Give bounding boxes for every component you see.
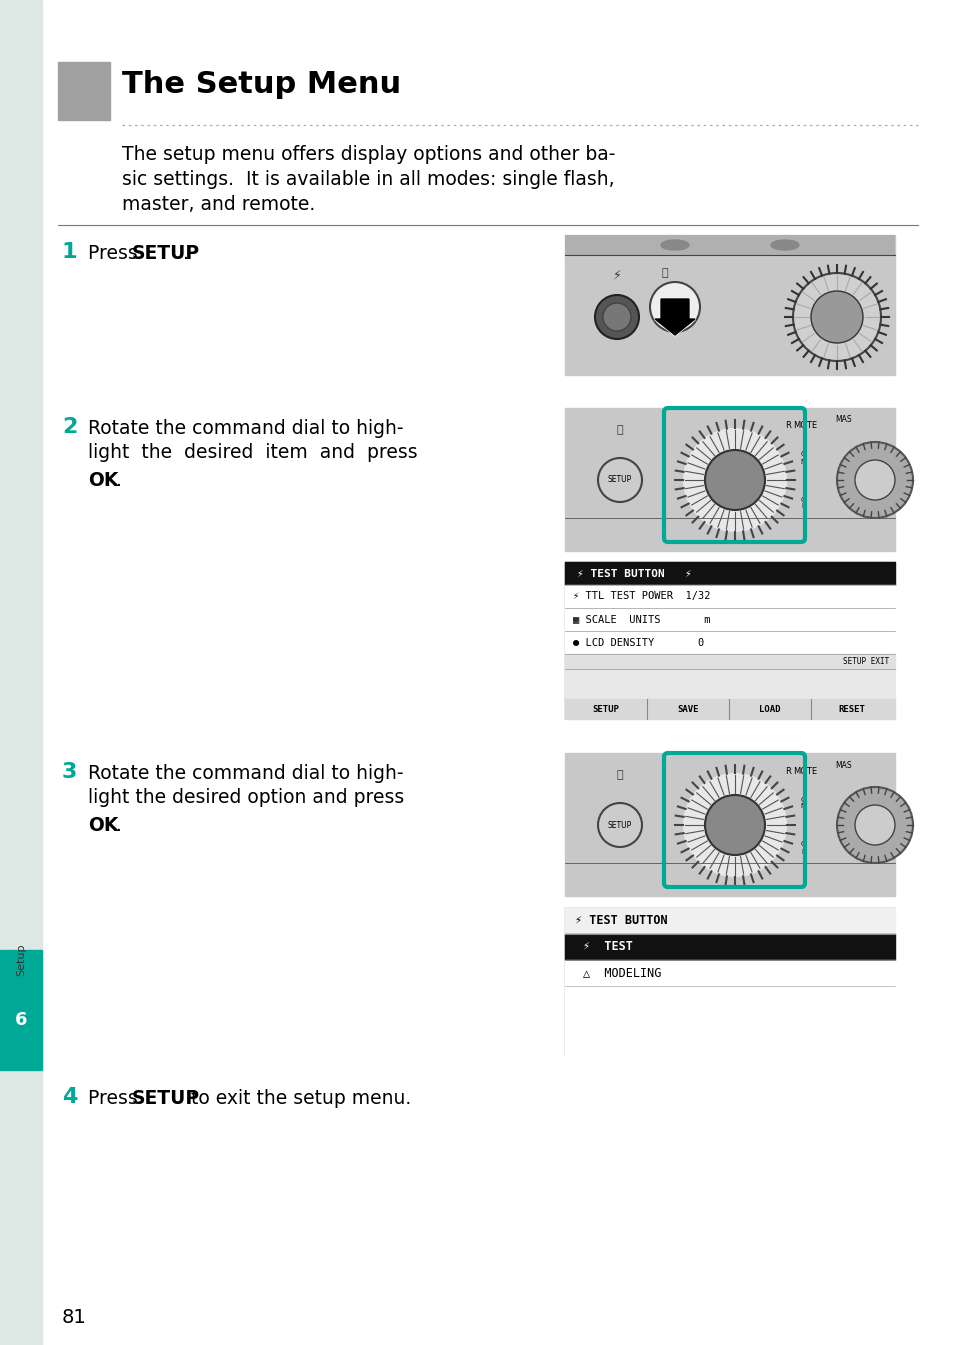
Text: MOTE: MOTE: [792, 767, 817, 776]
Bar: [564, 562, 894, 585]
Text: R: R: [784, 421, 790, 430]
Text: SETUP: SETUP: [592, 705, 618, 713]
Bar: [564, 699, 894, 720]
Bar: [564, 753, 894, 896]
Circle shape: [602, 303, 630, 331]
Bar: [564, 986, 894, 1054]
Text: .: .: [116, 471, 122, 490]
Text: OK: OK: [88, 471, 118, 490]
Text: 🔒: 🔒: [616, 769, 622, 780]
Bar: [564, 585, 894, 608]
Text: sic settings.  It is available in all modes: single flash,: sic settings. It is available in all mod…: [122, 169, 614, 190]
Text: Setup: Setup: [16, 944, 26, 976]
Bar: [564, 654, 894, 668]
Text: LOAD: LOAD: [759, 705, 780, 713]
Text: SETUP: SETUP: [132, 1089, 200, 1108]
Bar: [0, 950, 42, 1071]
Text: light the desired option and press: light the desired option and press: [88, 788, 404, 807]
Bar: [564, 235, 894, 256]
Text: 1: 1: [62, 242, 77, 262]
Text: Rotate the command dial to high-: Rotate the command dial to high-: [88, 420, 403, 438]
Circle shape: [649, 282, 700, 332]
Text: The Setup Menu: The Setup Menu: [122, 70, 400, 100]
Text: SETUP: SETUP: [662, 303, 686, 312]
Bar: [564, 608, 894, 631]
Ellipse shape: [660, 239, 688, 250]
Circle shape: [598, 803, 641, 847]
Text: △  MODELING: △ MODELING: [582, 967, 660, 979]
Text: RESET: RESET: [838, 705, 864, 713]
Circle shape: [682, 773, 786, 877]
Text: 6: 6: [14, 1011, 28, 1029]
Text: C
F: C F: [800, 496, 804, 510]
Polygon shape: [655, 299, 695, 335]
Text: SETUP EXIT: SETUP EXIT: [841, 656, 888, 666]
Text: SETUP: SETUP: [607, 820, 632, 830]
Bar: [58, 62, 110, 120]
Text: ⚡ TEST BUTTON   ⚡: ⚡ TEST BUTTON ⚡: [577, 569, 691, 578]
Circle shape: [854, 806, 894, 845]
Ellipse shape: [770, 239, 799, 250]
Text: 🔒: 🔒: [616, 425, 622, 434]
Text: C
F: C F: [800, 842, 804, 854]
Circle shape: [836, 787, 912, 863]
Text: ⚡ TEST BUTTON: ⚡ TEST BUTTON: [575, 915, 667, 928]
Text: ▦ SCALE  UNITS       m: ▦ SCALE UNITS m: [573, 615, 710, 624]
Circle shape: [792, 273, 880, 360]
Text: 2: 2: [62, 417, 77, 437]
Text: C
N: C N: [800, 796, 804, 810]
Text: ● LCD DENSITY       0: ● LCD DENSITY 0: [573, 638, 703, 647]
Bar: [564, 562, 894, 720]
Circle shape: [595, 295, 639, 339]
Text: .: .: [116, 816, 122, 835]
Text: 3: 3: [62, 763, 77, 781]
Text: C
N: C N: [800, 452, 804, 464]
Circle shape: [704, 451, 764, 510]
Text: to exit the setup menu.: to exit the setup menu.: [185, 1089, 411, 1108]
Text: MOTE: MOTE: [792, 421, 817, 430]
Bar: [564, 908, 894, 933]
Text: ⚡ TTL TEST POWER  1/32: ⚡ TTL TEST POWER 1/32: [573, 592, 710, 601]
Text: .: .: [183, 243, 189, 264]
Text: Press: Press: [88, 243, 144, 264]
Text: 4: 4: [62, 1087, 77, 1107]
Bar: [564, 235, 894, 375]
Circle shape: [836, 443, 912, 518]
Text: SETUP: SETUP: [607, 476, 632, 484]
Circle shape: [682, 428, 786, 533]
Circle shape: [854, 460, 894, 500]
Text: MAS: MAS: [834, 416, 851, 425]
Bar: [564, 631, 894, 654]
Bar: [0, 0, 42, 1345]
Bar: [564, 408, 894, 551]
Text: 81: 81: [62, 1307, 87, 1328]
Text: 🔒: 🔒: [661, 268, 668, 278]
Bar: [564, 933, 894, 960]
Text: master, and remote.: master, and remote.: [122, 195, 314, 214]
Text: SETUP: SETUP: [132, 243, 200, 264]
Text: The setup menu offers display options and other ba-: The setup menu offers display options an…: [122, 145, 615, 164]
Text: SAVE: SAVE: [677, 705, 698, 713]
Text: light  the  desired  item  and  press: light the desired item and press: [88, 443, 417, 461]
Bar: [564, 960, 894, 986]
Text: MAS: MAS: [834, 760, 851, 769]
Text: ⚡: ⚡: [612, 269, 620, 281]
Circle shape: [598, 459, 641, 502]
Text: Rotate the command dial to high-: Rotate the command dial to high-: [88, 764, 403, 783]
Circle shape: [704, 795, 764, 855]
Bar: [564, 908, 894, 1054]
Text: Press: Press: [88, 1089, 144, 1108]
Text: OK: OK: [88, 816, 118, 835]
Text: ⚡  TEST: ⚡ TEST: [582, 940, 632, 954]
Circle shape: [810, 291, 862, 343]
Text: R: R: [784, 767, 790, 776]
